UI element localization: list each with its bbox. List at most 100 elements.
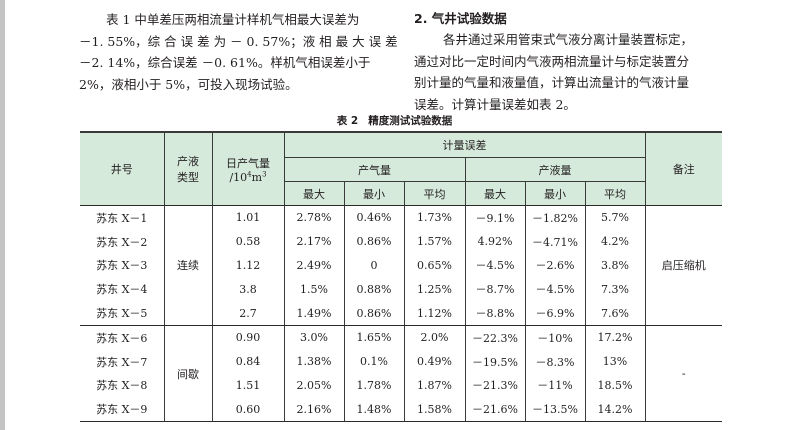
- header-metering-error: 计量误差: [283, 131, 646, 158]
- paragraph-line: 2%，液相小于 5%，可投入现场试验。: [79, 76, 298, 92]
- table-body: 苏东 X－1 连续 1.01 2.78% 0.46% 1.73% －9.1% －…: [80, 205, 722, 423]
- cell-liquid-max: 4.92%: [464, 229, 526, 254]
- cell-daily-gas: 1.51: [211, 373, 285, 398]
- paragraph-line: 别计量的气量和液量值，计算出流量计的气液计量: [414, 75, 690, 91]
- header-liquid-max: 最大: [464, 181, 526, 206]
- cell-gas-avg: 1.73%: [403, 205, 466, 230]
- cell-liquid-max: －21.6%: [464, 397, 526, 423]
- cell-gas-max: 1.5%: [283, 277, 345, 302]
- cell-gas-avg: 1.57%: [403, 229, 466, 254]
- paragraph-line: 通过对比一定时间内气液两相流量计与标定装置分: [414, 53, 690, 69]
- paragraph-left: 表 1 中单差压两相流量计样机气相最大误差为 －1. 55%，综 合 误 差 为…: [79, 9, 398, 95]
- cell-liquid-avg: 18.5%: [584, 373, 646, 398]
- cell-well: 苏东 X－7: [80, 349, 165, 374]
- header-fluid-type: 产液 类型: [163, 131, 213, 206]
- header-gas-output: 产气量: [283, 157, 466, 182]
- cell-liquid-avg: 14.2%: [584, 397, 646, 423]
- cell-liquid-avg: 5.7%: [584, 205, 646, 230]
- cell-gas-max: 1.38%: [283, 349, 345, 374]
- table-row: 苏东 X－8 1.51 2.05% 1.78% 1.87% －21.3% －11…: [80, 373, 722, 398]
- cell-well: 苏东 X－1: [80, 205, 165, 230]
- header-liquid-min: 最小: [524, 181, 586, 206]
- cell-daily-gas: 3.8: [211, 277, 285, 302]
- cell-liquid-min: －2.6%: [524, 253, 586, 278]
- cell-daily-gas: 1.01: [211, 205, 285, 230]
- cell-gas-min: 0.1%: [343, 349, 405, 374]
- cell-gas-max: 2.05%: [283, 373, 345, 398]
- page-gutter: [0, 0, 5, 430]
- table-row: 苏东 X－9 0.60 2.16% 1.48% 1.58% －21.6% －13…: [80, 397, 722, 423]
- header-daily-gas-label: 日产气量: [226, 156, 270, 170]
- cell-daily-gas: 0.90: [211, 325, 285, 350]
- header-daily-gas: 日产气量 /104m3: [211, 131, 285, 206]
- cell-liquid-avg: 17.2%: [584, 325, 646, 350]
- cell-gas-avg: 1.87%: [403, 373, 466, 398]
- header-fluid-type-line2: 类型: [177, 171, 199, 184]
- cell-liquid-min: －4.71%: [524, 229, 586, 254]
- cell-daily-gas: 2.7: [211, 301, 285, 326]
- cell-fluid-type: 连续: [163, 205, 213, 326]
- table-header: 井号 产液 类型 日产气量 /104m3 计量误差 备注 产气量 产液量 最大 …: [80, 131, 722, 206]
- paragraph-line: －1. 55%，综 合 误 差 为 － 0. 57%；液 相 最 大 误 差: [79, 33, 398, 49]
- cell-liquid-min: －4.5%: [524, 277, 586, 302]
- header-liquid-avg: 平均: [584, 181, 646, 206]
- cell-liquid-max: －8.8%: [464, 301, 526, 326]
- cell-liquid-avg: 7.3%: [584, 277, 646, 302]
- precision-test-table: 井号 产液 类型 日产气量 /104m3 计量误差 备注 产气量 产液量 最大 …: [80, 131, 722, 423]
- header-gas-avg: 平均: [403, 181, 466, 206]
- cell-liquid-min: －8.3%: [524, 349, 586, 374]
- header-fluid-type-line1: 产液: [177, 155, 199, 168]
- table-row: 苏东 X－4 3.8 1.5% 0.88% 1.25% －8.7% －4.5% …: [80, 277, 722, 302]
- table-row: 苏东 X－2 0.58 2.17% 0.86% 1.57% 4.92% －4.7…: [80, 229, 722, 254]
- cell-gas-min: 0.88%: [343, 277, 405, 302]
- header-daily-gas-unit: /104m3: [229, 169, 267, 184]
- cell-gas-min: 0: [343, 253, 405, 278]
- table-row: 苏东 X－1 连续 1.01 2.78% 0.46% 1.73% －9.1% －…: [80, 205, 722, 326]
- cell-liquid-max: －22.3%: [464, 325, 526, 350]
- cell-gas-min: 0.86%: [343, 301, 405, 326]
- cell-daily-gas: 0.58: [211, 229, 285, 254]
- cell-remarks: -: [644, 325, 722, 423]
- cell-liquid-min: －13.5%: [524, 397, 586, 423]
- cell-well: 苏东 X－4: [80, 277, 165, 302]
- cell-daily-gas: 1.12: [211, 253, 285, 278]
- paragraph-line: －2. 14%，综合误差 －0. 61%。样机气相误差小于: [79, 55, 371, 71]
- cell-gas-min: 1.65%: [343, 325, 405, 350]
- cell-daily-gas: 0.60: [211, 397, 285, 423]
- cell-gas-min: 1.78%: [343, 373, 405, 398]
- table-title: 精度测试试验数据: [368, 115, 453, 127]
- cell-liquid-avg: 7.6%: [584, 301, 646, 326]
- cell-gas-max: 2.17%: [283, 229, 345, 254]
- table-row: 苏东 X－3 1.12 2.49% 0 0.65% －4.5% －2.6% 3.…: [80, 253, 722, 278]
- cell-liquid-max: －21.3%: [464, 373, 526, 398]
- cell-liquid-max: －19.5%: [464, 349, 526, 374]
- paragraph-right: 各井通过采用管束式气液分离计量装置标定， 通过对比一定时间内气液两相流量计与标定…: [414, 29, 734, 115]
- cell-well: 苏东 X－8: [80, 373, 165, 398]
- cell-daily-gas: 0.84: [211, 349, 285, 374]
- cell-gas-max: 3.0%: [283, 325, 345, 350]
- cell-liquid-min: －1.82%: [524, 205, 586, 230]
- header-gas-max: 最大: [283, 181, 345, 206]
- header-gas-min: 最小: [343, 181, 405, 206]
- cell-gas-avg: 1.12%: [403, 301, 466, 326]
- header-liquid-output: 产液量: [464, 157, 646, 182]
- header-remarks: 备注: [644, 131, 722, 206]
- cell-gas-avg: 0.49%: [403, 349, 466, 374]
- table-caption: 表 2 精度测试试验数据: [0, 113, 789, 128]
- cell-liquid-min: －11%: [524, 373, 586, 398]
- cell-gas-avg: 1.25%: [403, 277, 466, 302]
- cell-remarks: 启压缩机: [644, 205, 722, 326]
- cell-gas-avg: 0.65%: [403, 253, 466, 278]
- cell-gas-max: 1.49%: [283, 301, 345, 326]
- cell-liquid-avg: 3.8%: [584, 253, 646, 278]
- table-number: 表 2: [336, 115, 359, 127]
- cell-gas-max: 2.16%: [283, 397, 345, 423]
- table-row: 苏东 X－6 间歇 0.90 3.0% 1.65% 2.0% －22.3% －1…: [80, 325, 722, 423]
- cell-liquid-min: －10%: [524, 325, 586, 350]
- cell-gas-max: 2.78%: [283, 205, 345, 230]
- cell-liquid-max: －4.5%: [464, 253, 526, 278]
- cell-liquid-avg: 13%: [584, 349, 646, 374]
- cell-gas-min: 1.48%: [343, 397, 405, 423]
- header-well: 井号: [80, 131, 165, 206]
- cell-gas-min: 0.86%: [343, 229, 405, 254]
